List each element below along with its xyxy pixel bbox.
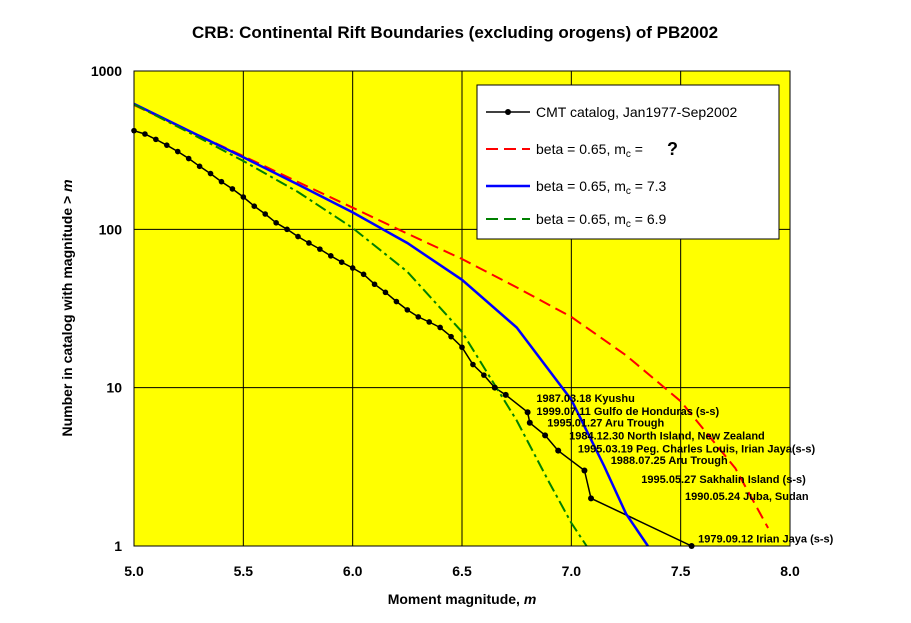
- data-point: [262, 211, 269, 217]
- data-point: [360, 271, 367, 278]
- data-point: [426, 319, 433, 325]
- data-point: [284, 226, 290, 233]
- data-point: [415, 314, 422, 320]
- y-tick-label: 1000: [91, 63, 122, 79]
- data-point: [371, 281, 378, 288]
- legend-question-mark: ?: [667, 139, 678, 159]
- y-tick-label: 100: [99, 221, 123, 237]
- data-point: [328, 253, 334, 259]
- y-ticks: 1 10 100 1000: [91, 63, 122, 554]
- event-annotation: 1990.05.24 Juba, Sudan: [685, 491, 809, 503]
- data-point: [207, 170, 214, 177]
- marker-layer: [131, 127, 695, 549]
- chart-title: CRB: Continental Rift Boundaries (exclud…: [192, 23, 718, 42]
- data-point: [542, 432, 549, 439]
- legend-label-cmt: CMT catalog, Jan1977-Sep2002: [536, 104, 738, 120]
- data-point: [555, 447, 562, 454]
- y-axis-label: Number in catalog with magnitude > m: [59, 179, 75, 436]
- legend: CMT catalog, Jan1977-Sep2002 beta = 0.65…: [476, 84, 780, 240]
- data-point: [317, 246, 323, 252]
- series-mc-6-9: [134, 103, 588, 546]
- y-tick-label: 10: [106, 380, 122, 396]
- data-point: [437, 324, 443, 331]
- legend-box: [476, 84, 780, 240]
- series-mc-7-3: [134, 102, 649, 546]
- data-point: [251, 203, 258, 209]
- data-point: [481, 372, 487, 378]
- x-tick-label: 6.5: [452, 563, 472, 579]
- series-mc-unknown: [134, 104, 769, 529]
- legend-item-mc69: beta = 0.65, mc = 6.9: [486, 211, 667, 230]
- data-point: [459, 344, 465, 351]
- event-annotation: 1995.01.27 Aru Trough: [547, 417, 664, 429]
- data-point: [185, 155, 192, 162]
- data-point: [229, 186, 236, 192]
- data-point: [153, 136, 159, 143]
- event-annotation: 1995.05.27 Sakhalin Island (s-s): [641, 474, 806, 486]
- event-annotation: 1979.09.12 Irian Jaya (s-s): [698, 534, 833, 546]
- data-point: [306, 240, 312, 246]
- data-point: [502, 391, 509, 398]
- x-ticks: 5.0 5.5 6.0 6.5 7.0 7.5 8.0: [124, 563, 800, 579]
- event-annotation: 1987.03.18 Kyushu: [536, 393, 634, 405]
- legend-marker-cmt: [505, 109, 511, 115]
- data-point: [349, 265, 356, 271]
- legend-item-cmt: CMT catalog, Jan1977-Sep2002: [486, 104, 738, 120]
- legend-item-unknown: beta = 0.65, mc = ?: [486, 139, 678, 160]
- data-point: [393, 298, 400, 305]
- x-tick-label: 7.5: [671, 563, 691, 579]
- data-point: [174, 148, 181, 155]
- x-tick-label: 8.0: [780, 563, 800, 579]
- x-tick-label: 7.0: [562, 563, 582, 579]
- event-annotation: 1984.12.30 North Island, New Zealand: [569, 431, 765, 443]
- x-axis-label: Moment magnitude, m: [388, 591, 537, 607]
- x-tick-label: 5.5: [234, 563, 254, 579]
- data-point: [404, 307, 411, 313]
- event-annotation: 1988.07.25 Aru Trough: [611, 455, 728, 467]
- legend-label-mc73: beta = 0.65, mc = 7.3: [536, 178, 667, 197]
- x-tick-label: 5.0: [124, 563, 144, 579]
- event-annotation: 1995.03.19 Peg. Charles Louis, Irian Jay…: [578, 443, 816, 455]
- data-point: [240, 194, 247, 200]
- data-point: [142, 131, 148, 137]
- event-annotation: 1999.07.11 Gulfo de Honduras (s-s): [536, 406, 719, 418]
- data-point: [382, 289, 389, 296]
- x-tick-label: 6.0: [343, 563, 363, 579]
- y-tick-label: 1: [114, 538, 122, 554]
- data-point: [218, 178, 225, 185]
- data-point: [196, 163, 203, 170]
- data-point: [491, 384, 498, 391]
- legend-label-mc69: beta = 0.65, mc = 6.9: [536, 211, 667, 230]
- data-point: [524, 409, 531, 416]
- legend-item-mc73: beta = 0.65, mc = 7.3: [486, 178, 667, 197]
- data-point: [295, 233, 301, 240]
- data-point: [588, 495, 595, 502]
- data-point: [526, 419, 533, 426]
- data-point: [448, 333, 454, 340]
- data-point: [273, 219, 279, 226]
- data-point: [470, 361, 476, 368]
- data-point: [581, 467, 588, 474]
- data-point: [164, 142, 170, 148]
- data-point: [338, 259, 345, 266]
- legend-label-unknown: beta = 0.65, mc =: [536, 141, 643, 160]
- plot-frame: [133, 70, 791, 547]
